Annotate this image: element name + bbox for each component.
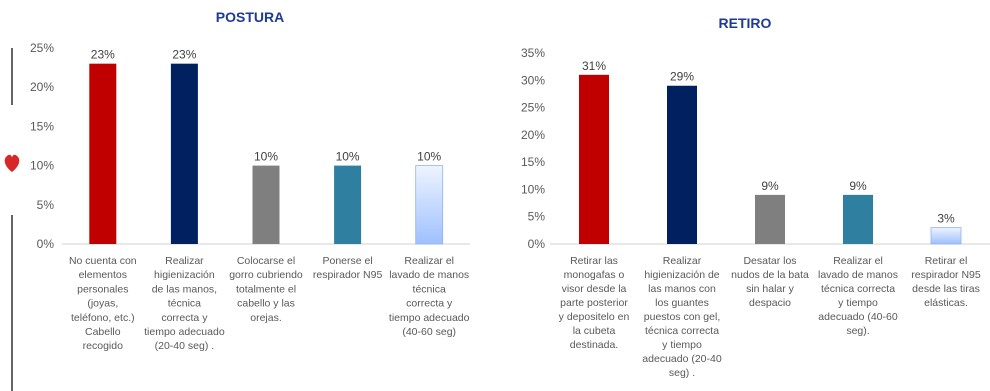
data-label: 31% xyxy=(582,59,606,73)
chart-title: RETIRO xyxy=(719,15,772,31)
chart-retiro: RETIRO 0% 5% 10% 15% 20% 25% 30% 35% 31% Retirar l… xyxy=(521,15,990,379)
bar xyxy=(252,165,280,244)
bar xyxy=(89,63,117,245)
y-tick-label: 15% xyxy=(30,119,54,133)
bar xyxy=(170,63,198,245)
data-label: 9% xyxy=(849,179,867,193)
bar xyxy=(667,85,697,244)
chart-title: POSTURA xyxy=(216,9,284,25)
y-tick-label: 20% xyxy=(521,128,545,142)
y-tick-label: 0% xyxy=(37,237,55,251)
bar xyxy=(579,74,609,244)
data-label: 23% xyxy=(172,48,196,62)
y-tick-label: 20% xyxy=(30,80,54,94)
data-label: 29% xyxy=(670,70,694,84)
y-tick-label: 10% xyxy=(521,182,545,196)
y-tick-label: 25% xyxy=(521,101,545,115)
category-label: Retirar las monogafas o visor desde la part… xyxy=(559,255,630,351)
category-label: Ponerse el respirador N95 xyxy=(313,255,383,281)
category-label: Realizar el lavado de manos técnica correc… xyxy=(818,255,898,337)
category-label: Realizar el lavado de manos técnica correct… xyxy=(389,255,470,338)
y-tick-label: 25% xyxy=(30,41,54,55)
y-tick-label: 0% xyxy=(528,237,546,251)
chart-postura: POSTURA 0% 5% 10% 15% 20% 25% 23% No cuenta con e… xyxy=(30,9,470,352)
bar xyxy=(334,165,362,244)
data-label: 23% xyxy=(91,48,115,62)
data-label: 9% xyxy=(761,179,779,193)
category-label: Desatar los nudos de la bata sin halar y de… xyxy=(731,255,809,309)
data-label: 3% xyxy=(937,212,955,226)
y-tick-label: 35% xyxy=(521,46,545,60)
data-label: 10% xyxy=(417,150,441,164)
bar xyxy=(415,165,444,245)
bar xyxy=(843,194,873,244)
data-label: 10% xyxy=(254,150,278,164)
bar xyxy=(930,227,962,245)
category-label: Colocarse el gorro cubriendo totalmente el… xyxy=(229,255,303,324)
category-label: No cuenta con elementos personales (joyas, t… xyxy=(69,255,137,352)
heart-icon xyxy=(4,154,20,172)
y-tick-label: 10% xyxy=(30,159,54,173)
category-label: Realizar higienización de las manos con los… xyxy=(642,255,722,379)
y-tick-label: 30% xyxy=(521,73,545,87)
bar xyxy=(755,194,785,244)
category-label: Retirar el respirador N95 desde las tiras e… xyxy=(911,255,981,309)
y-tick-label: 5% xyxy=(37,198,55,212)
y-tick-label: 15% xyxy=(521,155,545,169)
category-label: Realizar higienización de las manos, técnic… xyxy=(144,255,225,352)
data-label: 10% xyxy=(336,150,360,164)
y-tick-label: 5% xyxy=(528,210,546,224)
